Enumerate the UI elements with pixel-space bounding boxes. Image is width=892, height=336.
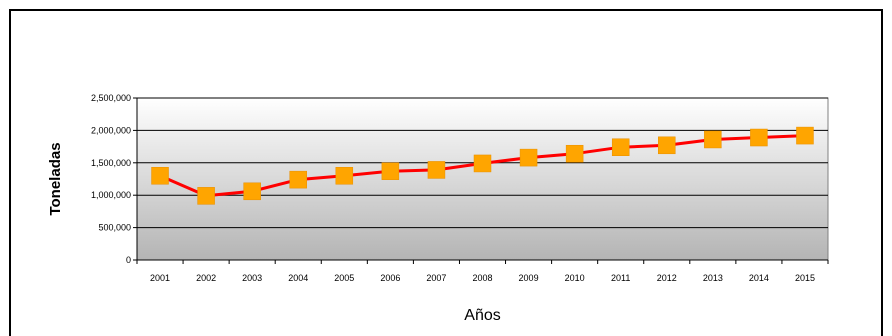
x-tick-label: 2009	[519, 273, 539, 283]
x-axis-ticks: 2001 2002 2003 2004 2005 2006 2007 2008 2009 2010…	[136, 259, 829, 283]
y-axis-label: Toneladas	[47, 142, 64, 215]
x-tick-label: 2001	[150, 273, 170, 283]
data-point-marker	[427, 161, 446, 179]
data-point-marker	[289, 170, 307, 189]
x-tick-label: 2015	[795, 273, 815, 283]
data-point-marker	[381, 162, 400, 180]
y-tick-label: 2,500,000	[91, 93, 131, 103]
data-point-marker	[658, 136, 676, 155]
x-tick-label: 2007	[426, 273, 446, 283]
y-tick-label: 500,000	[98, 223, 131, 233]
data-point-marker	[243, 182, 261, 201]
y-axis-ticks: 0 500,000 1,000,000 1,500,000 2,000,000 2,500…	[91, 93, 138, 265]
x-tick-label: 2011	[611, 273, 630, 283]
x-tick-label: 2013	[703, 273, 723, 283]
x-tick-label: 2014	[749, 273, 769, 283]
plot-area	[136, 97, 829, 261]
data-point-marker	[335, 167, 354, 185]
y-tick-label: 0	[126, 255, 131, 265]
data-point-marker	[197, 187, 215, 205]
x-tick-label: 2008	[472, 273, 492, 283]
series-markers	[151, 126, 814, 205]
x-tick-label: 2006	[380, 273, 400, 283]
data-point-marker	[704, 130, 722, 149]
data-point-marker	[151, 167, 169, 185]
data-point-marker	[750, 128, 768, 147]
x-tick-label: 2012	[657, 273, 677, 283]
data-point-marker	[519, 148, 538, 167]
x-tick-label: 2010	[565, 273, 585, 283]
x-tick-label: 2002	[196, 273, 216, 283]
x-tick-label: 2004	[288, 273, 308, 283]
x-axis-label: Años	[464, 307, 500, 324]
line-chart: 0 500,000 1,000,000 1,500,000 2,000,000 2,500…	[47, 93, 829, 324]
y-tick-label: 2,000,000	[91, 125, 131, 135]
data-point-marker	[473, 154, 492, 173]
x-tick-label: 2005	[334, 273, 354, 283]
data-point-marker	[796, 126, 814, 145]
y-tick-label: 1,500,000	[91, 158, 131, 168]
data-point-marker	[611, 138, 630, 156]
x-tick-label: 2003	[242, 273, 262, 283]
data-point-marker	[565, 144, 584, 163]
y-tick-label: 1,000,000	[91, 190, 131, 200]
